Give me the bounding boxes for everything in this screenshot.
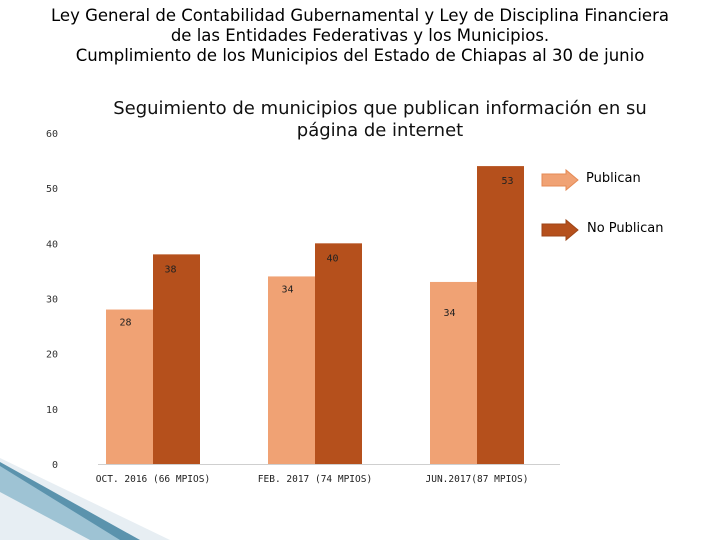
y-tick-label: 10 [46,405,58,416]
data-label: 34 [281,284,293,295]
corner-stripe-light [0,458,170,540]
x-tick-label: OCT. 2016 (66 MPIOS) [96,474,210,485]
title-line-2: de las Entidades Federativas y los Munic… [170,26,550,45]
data-label: 34 [443,308,455,319]
x-tick-label: FEB. 2017 (74 MPIOS) [258,474,372,485]
bar-no-publican [153,254,200,464]
legend [541,168,579,242]
legend-label-no-publican: No Publican [587,221,664,236]
slide-title: Ley General de Contabilidad Gubernamenta… [0,6,720,66]
corner-stripe-blue [0,462,140,540]
bar-no-publican [477,166,524,464]
data-label: 40 [326,253,338,264]
title-line-3: Cumplimiento de los Municipios del Estad… [75,46,645,65]
corner-stripe-pale [0,466,120,540]
data-label: 53 [501,176,513,187]
x-tick-label: JUN.2017(87 MPIOS) [426,474,529,485]
x-axis: OCT. 2016 (66 MPIOS) FEB. 2017 (74 MPIOS)… [96,464,560,485]
y-tick-label: 0 [52,460,58,471]
y-tick-label: 50 [46,184,58,195]
legend-arrow-no-publican [541,218,579,242]
title-line-1: Ley General de Contabilidad Gubernamenta… [51,6,669,25]
chart-title-line-1: Seguimiento de municipios que publican i… [113,98,647,119]
bar-publican [106,309,153,464]
data-label: 28 [119,318,131,329]
bar-publican [268,276,315,464]
y-tick-label: 20 [46,350,58,361]
y-axis: 0 10 20 30 40 50 60 [46,129,58,471]
data-labels: 28 38 34 40 34 53 [119,176,513,328]
chart-title-line-2: página de internet [296,120,464,141]
y-tick-label: 60 [46,129,58,140]
bar-publican [430,281,477,464]
legend-label-publican: Publican [586,171,641,186]
chart-title: Seguimiento de municipios que publican i… [100,98,660,142]
bars [106,166,524,464]
y-tick-label: 40 [46,239,58,250]
data-label: 38 [164,264,176,275]
bar-no-publican [315,243,362,464]
y-tick-label: 30 [46,295,58,306]
legend-arrow-publican [541,168,579,192]
slide-decoration [0,458,170,540]
